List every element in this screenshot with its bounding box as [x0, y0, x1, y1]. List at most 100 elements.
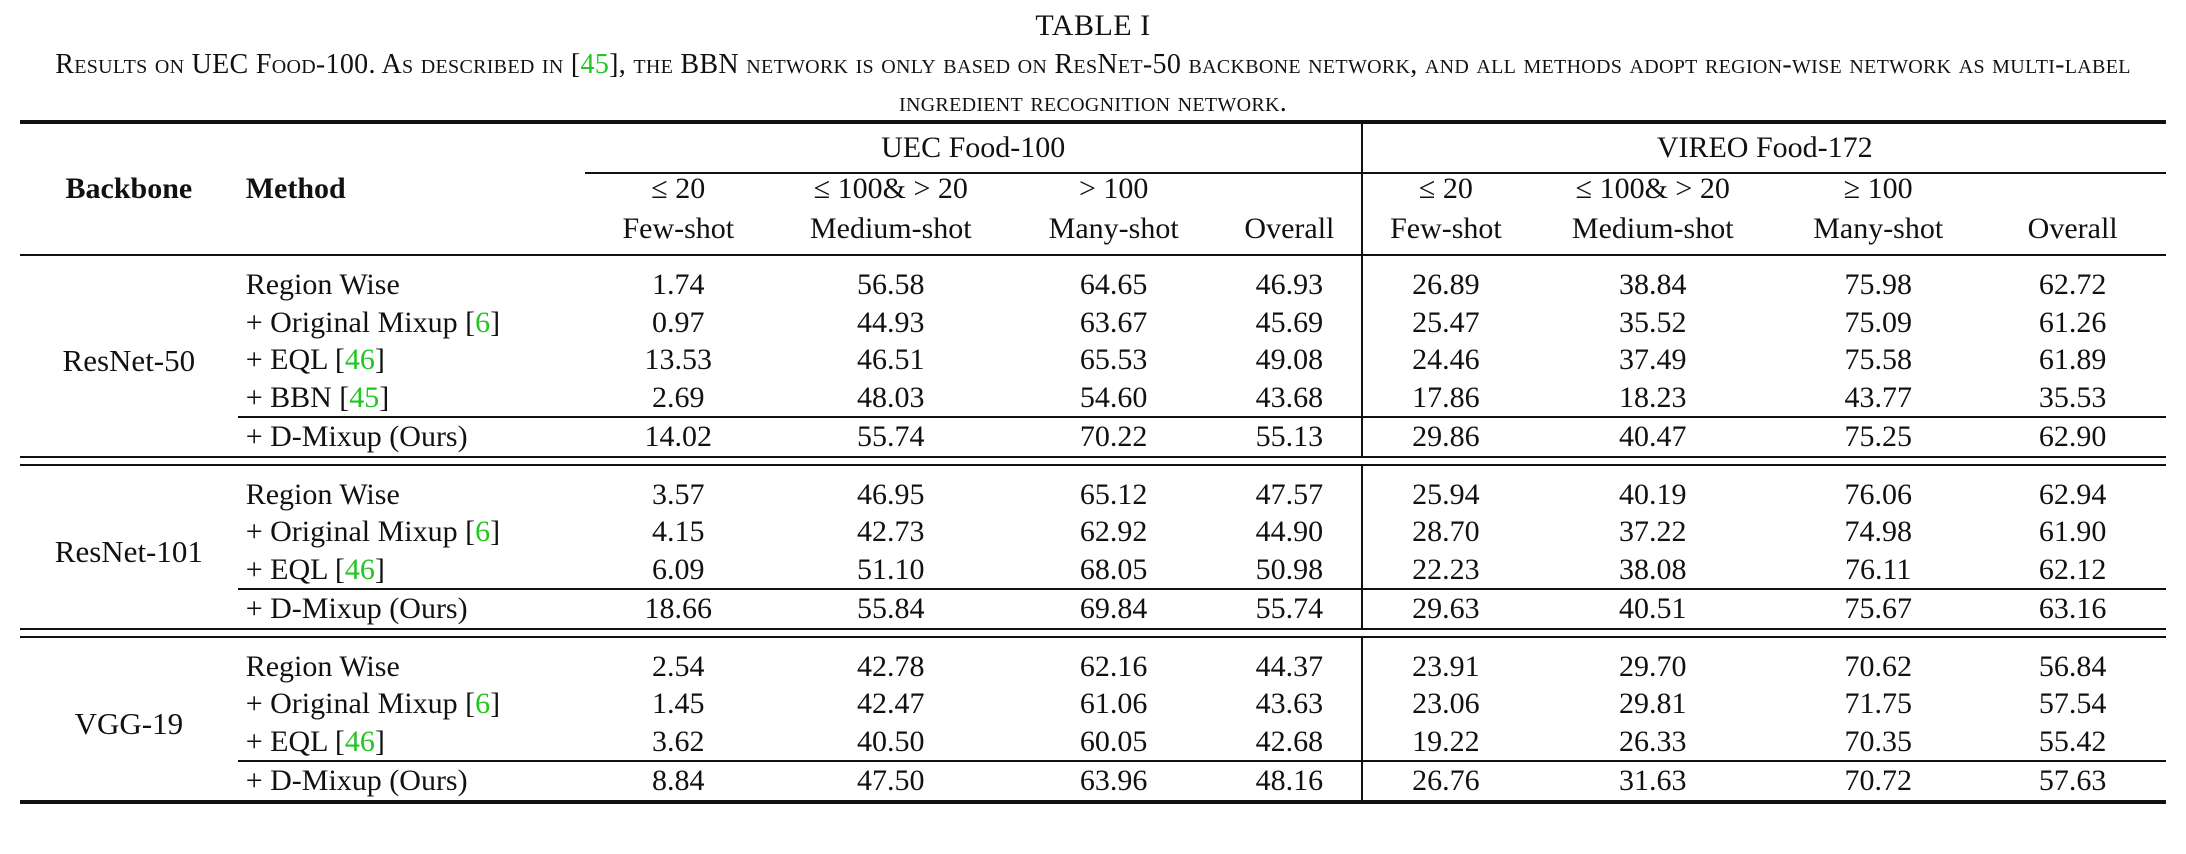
method-cell: + D-Mixup (Ours)	[237, 416, 585, 457]
value-cell: 26.76	[1361, 760, 1529, 804]
value-cell: 62.90	[1979, 416, 2166, 457]
method-citation[interactable]: 6	[475, 515, 491, 548]
value-cell: 2.69	[652, 380, 705, 414]
table-row: ResNet-101 Region Wise 3.57 46.95 65.12 47.57…	[20, 475, 2166, 569]
method-name: + D-Mixup (Ours)	[245, 592, 468, 625]
rule-cell	[20, 254, 238, 266]
value-cell: 29.81	[1618, 687, 1687, 720]
method-cell: + D-Mixup (Ours)	[237, 588, 585, 629]
rule-cell	[1979, 254, 2166, 266]
table-row-ours: + D-Mixup (Ours) 14.02 55.74 70.22 55.13 29.8…	[20, 416, 2166, 457]
citation-bracket: ]	[374, 343, 385, 376]
value-cell: 29.70	[1618, 649, 1687, 683]
value-cell: 25.47	[1361, 303, 1529, 341]
backbone-cell: ResNet-50	[62, 343, 196, 378]
method-name: + BBN [	[245, 380, 350, 414]
rule-cell	[20, 463, 238, 476]
table-row: ResNet-50 Region Wise 1.74 56.58 64.65 46.93 2…	[20, 266, 2166, 378]
method-name: Region Wise	[245, 268, 400, 301]
value-cell: 75.98	[1844, 268, 1912, 301]
value-cell: 57.54	[2038, 687, 2107, 720]
value-cell: 68.05	[1079, 552, 1148, 586]
value-cell: 1.45	[652, 687, 705, 720]
value-cell: 25.94	[1361, 475, 1529, 513]
section-double-rule	[20, 463, 2166, 476]
value-cell: 40.19	[1618, 477, 1687, 511]
value-cell: 64.65	[1079, 268, 1148, 301]
value-cell: 26.33	[1618, 724, 1687, 758]
table-row-ours: + D-Mixup (Ours) 8.84 47.50 63.96 48.16 26.76…	[20, 760, 2166, 804]
citation-bracket: ]	[490, 305, 501, 339]
value-cell: 60.05	[1079, 724, 1148, 758]
table-row: + EQL [46] 13.53 46.51 65.53 49.08 24.46 37.49…	[20, 341, 2166, 379]
table-row-ours: + D-Mixup (Ours) 18.66 55.84 69.84 55.74 29.6…	[20, 588, 2166, 629]
value-cell: 70.72	[1777, 760, 1980, 804]
method-name: Region Wise	[245, 649, 400, 683]
rule-cell	[237, 635, 585, 648]
value-cell: 75.25	[1777, 416, 1980, 457]
caption-citation[interactable]: 45	[580, 49, 610, 80]
citation-bracket: ]	[490, 515, 501, 548]
rule-cell	[237, 463, 585, 476]
rule-cell	[584, 635, 772, 648]
rule-cell	[1979, 635, 2166, 648]
method-citation[interactable]: 6	[475, 687, 491, 720]
rule-cell	[1777, 635, 1980, 648]
value-cell: 42.47	[857, 687, 925, 720]
value-cell: 70.62	[1844, 649, 1912, 683]
section-double-rule	[20, 455, 2166, 465]
value-cell: 76.06	[1844, 477, 1912, 511]
citation-bracket: ]	[374, 552, 385, 586]
value-cell: 56.58	[857, 268, 925, 301]
header-group-uec: UEC Food-100	[584, 120, 1363, 174]
value-cell: 17.86	[1361, 378, 1529, 417]
method-citation[interactable]: 46	[344, 724, 375, 758]
value-cell: 23.91	[1361, 647, 1529, 685]
table-title: TABLE I	[1035, 9, 1151, 42]
value-cell: 43.63	[1255, 687, 1324, 720]
method-cell: + EQL [46]	[238, 341, 585, 379]
value-cell: 3.57	[652, 477, 705, 511]
value-cell: 46.51	[857, 343, 925, 376]
rule-cell	[771, 635, 1011, 648]
header-shot-few-shot: Few-shot	[622, 212, 735, 245]
method-citation[interactable]: 45	[349, 380, 380, 414]
value-cell: 70.35	[1844, 724, 1912, 758]
value-cell: 63.16	[1979, 588, 2166, 629]
table-body: ResNet-50 Region Wise 1.74 56.58 64.65 46.93 2…	[20, 254, 2166, 804]
value-cell: 37.22	[1618, 515, 1687, 548]
value-cell: 42.78	[857, 649, 925, 683]
value-cell: 40.47	[1528, 416, 1778, 457]
method-name: + EQL [	[245, 724, 345, 758]
rule-cell	[1528, 635, 1778, 648]
header-rule	[20, 254, 2166, 266]
value-cell: 18.66	[584, 588, 772, 629]
value-cell: 13.53	[644, 343, 713, 376]
header-method: Method	[237, 120, 585, 255]
value-cell: 8.84	[584, 760, 772, 804]
header-row-groups: Backbone Method UEC Food-100 VIREO Food-…	[20, 120, 2166, 255]
value-cell: 42.73	[857, 515, 925, 548]
rule-cell	[1217, 254, 1363, 266]
value-cell: 61.90	[2038, 515, 2107, 548]
table-row: + BBN [45] 2.69 48.03 54.60 43.68 17.86 18.23 4…	[20, 378, 2166, 418]
table-row: + Original Mixup [6] 4.15 42.73 62.92 44.90 2…	[20, 513, 2166, 551]
rule-cell	[20, 635, 238, 648]
value-cell: 47.57	[1255, 477, 1324, 511]
value-cell: 24.46	[1361, 341, 1529, 379]
value-cell: 75.58	[1844, 343, 1912, 376]
value-cell: 48.16	[1217, 760, 1363, 804]
method-cell: Region Wise	[238, 266, 585, 304]
value-cell: 74.98	[1844, 515, 1912, 548]
method-cell: + D-Mixup (Ours)	[237, 760, 585, 804]
method-citation[interactable]: 46	[344, 552, 375, 586]
value-cell: 37.49	[1618, 343, 1687, 376]
table-row: + EQL [46] 6.09 51.10 68.05 50.98 22.23 38.08 7…	[20, 550, 2166, 589]
value-cell: 75.67	[1777, 588, 1980, 629]
value-cell: 61.06	[1079, 687, 1148, 720]
method-citation[interactable]: 6	[475, 305, 491, 339]
value-cell: 61.26	[2038, 305, 2107, 339]
method-cell: + BBN [45]	[238, 379, 585, 418]
method-citation[interactable]: 46	[344, 343, 375, 376]
value-cell: 0.97	[652, 305, 705, 339]
